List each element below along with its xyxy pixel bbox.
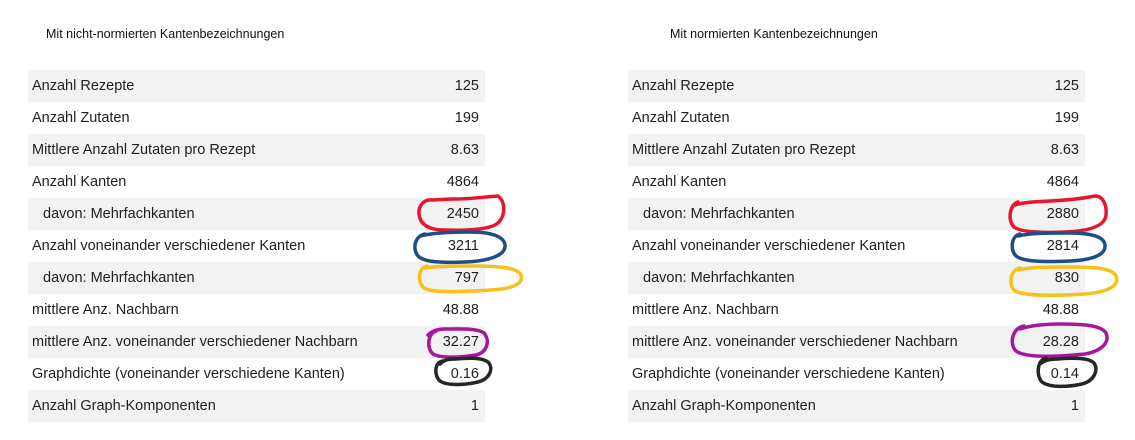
row-value: 4864	[1046, 174, 1079, 190]
row-value: 125	[429, 70, 485, 102]
row-label: Anzahl Rezepte	[628, 70, 1030, 102]
row-value: 32.27	[429, 326, 485, 358]
row-value: 125	[1029, 70, 1085, 102]
row-value: 2450	[429, 198, 485, 230]
row-value: 199	[1054, 110, 1079, 126]
table-row: Anzahl voneinander verschiedener Kanten 2…	[628, 230, 1085, 262]
row-value: 8.63	[429, 134, 485, 166]
row-label: Anzahl Graph-Komponenten	[28, 390, 430, 422]
row-label: Anzahl Kanten	[32, 174, 127, 190]
table-row: Anzahl Rezepte 125	[628, 70, 1085, 102]
table-row: Anzahl Zutaten 199	[28, 102, 485, 134]
row-label: Mittlere Anzahl Zutaten pro Rezept	[628, 134, 1030, 166]
table-row: Anzahl Rezepte 125	[28, 70, 485, 102]
row-label: mittlere Anz. Nachbarn	[632, 302, 779, 318]
table-row: Anzahl Kanten 4864	[628, 166, 1085, 198]
row-value: 48.88	[442, 302, 479, 318]
row-label: Anzahl Zutaten	[632, 110, 730, 126]
row-label: davon: Mehrfachkanten	[628, 198, 1030, 230]
table-row: mittlere Anz. Nachbarn 48.88	[628, 294, 1085, 326]
row-label: Anzahl Kanten	[632, 174, 727, 190]
row-label: Anzahl Rezepte	[28, 70, 430, 102]
row-value: 1	[429, 390, 485, 422]
table-row: Anzahl voneinander verschiedener Kanten 3…	[28, 230, 485, 262]
row-value: 4864	[446, 174, 479, 190]
table-row: Anzahl Graph-Komponenten 1	[28, 390, 485, 422]
row-label: Graphdichte (voneinander verschiedene Ka…	[632, 366, 945, 382]
left-stats-table: Anzahl Rezepte 125 Anzahl Zutaten 199 Mitt…	[28, 70, 485, 422]
row-label: mittlere Anz. voneinander verschiedener …	[628, 326, 1030, 358]
table-row: Graphdichte (voneinander verschiedene Ka…	[28, 358, 485, 390]
table-row: Anzahl Zutaten 199	[628, 102, 1085, 134]
table-row: Graphdichte (voneinander verschiedene Ka…	[628, 358, 1085, 390]
row-label: Mittlere Anzahl Zutaten pro Rezept	[28, 134, 430, 166]
table-row: davon: Mehrfachkanten 2880	[628, 198, 1085, 230]
row-label: mittlere Anz. voneinander verschiedener …	[28, 326, 430, 358]
table-row: davon: Mehrfachkanten 830	[628, 262, 1085, 294]
row-label: davon: Mehrfachkanten	[28, 262, 430, 294]
right-stats-table: Anzahl Rezepte 125 Anzahl Zutaten 199 Mitt…	[628, 70, 1085, 422]
right-panel-title: Mit normierten Kantenbezeichnungen	[670, 27, 878, 41]
row-value: 3211	[447, 238, 479, 254]
table-row: mittlere Anz. Nachbarn 48.88	[28, 294, 485, 326]
table-row: Mittlere Anzahl Zutaten pro Rezept 8.63	[28, 134, 485, 166]
row-value: 0.14	[1050, 366, 1079, 382]
row-value: 48.88	[1042, 302, 1079, 318]
row-value: 199	[454, 110, 479, 126]
row-label: mittlere Anz. Nachbarn	[32, 302, 179, 318]
row-value: 0.16	[450, 366, 479, 382]
row-label: Anzahl voneinander verschiedener Kanten	[632, 238, 906, 254]
row-value: 1	[1029, 390, 1085, 422]
row-value: 28.28	[1029, 326, 1085, 358]
table-row: mittlere Anz. voneinander verschiedener …	[28, 326, 485, 358]
table-row: Mittlere Anzahl Zutaten pro Rezept 8.63	[628, 134, 1085, 166]
row-value: 8.63	[1029, 134, 1085, 166]
table-row: davon: Mehrfachkanten 2450	[28, 198, 485, 230]
table-row: davon: Mehrfachkanten 797	[28, 262, 485, 294]
table-row: Anzahl Graph-Komponenten 1	[628, 390, 1085, 422]
row-label: Anzahl Zutaten	[32, 110, 130, 126]
row-label: davon: Mehrfachkanten	[628, 262, 1030, 294]
left-panel-title: Mit nicht-normierten Kantenbezeichnungen	[46, 27, 285, 41]
row-label: Anzahl voneinander verschiedener Kanten	[32, 238, 306, 254]
row-value: 830	[1029, 262, 1085, 294]
row-label: Graphdichte (voneinander verschiedene Ka…	[32, 366, 345, 382]
row-label: Anzahl Graph-Komponenten	[628, 390, 1030, 422]
row-value: 797	[429, 262, 485, 294]
table-row: Anzahl Kanten 4864	[28, 166, 485, 198]
row-label: davon: Mehrfachkanten	[28, 198, 430, 230]
row-value: 2814	[1046, 238, 1079, 254]
row-value: 2880	[1029, 198, 1085, 230]
table-row: mittlere Anz. voneinander verschiedener …	[628, 326, 1085, 358]
